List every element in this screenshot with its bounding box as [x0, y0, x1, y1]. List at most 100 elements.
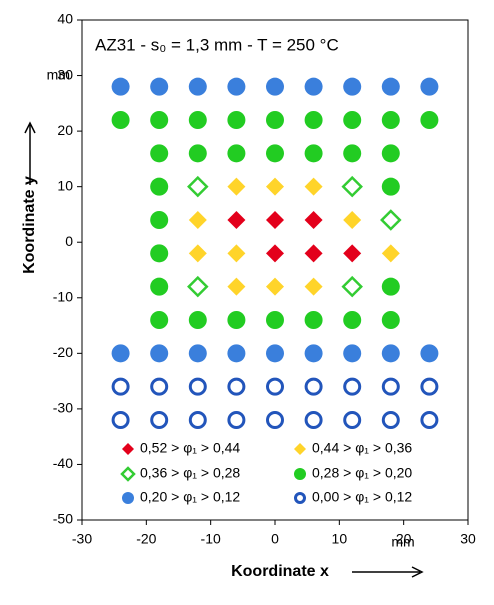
data-point — [150, 111, 169, 129]
data-point — [111, 344, 130, 363]
data-point — [304, 311, 323, 329]
data-point — [381, 344, 400, 363]
data-point — [111, 111, 130, 129]
data-point — [341, 175, 363, 198]
data-point — [187, 275, 209, 298]
chart-title: AZ31 - s₀ = 1,3 mm - T = 250 °C — [95, 35, 339, 54]
data-point — [266, 77, 284, 96]
data-point — [381, 377, 400, 396]
data-point — [188, 144, 207, 163]
data-point — [227, 111, 246, 129]
data-point — [343, 311, 362, 329]
y-tick-label: -40 — [53, 455, 73, 471]
data-point — [227, 411, 246, 429]
data-point — [266, 177, 284, 196]
data-point — [227, 177, 246, 196]
data-point — [150, 277, 169, 296]
data-point — [304, 211, 323, 229]
x-tick-label: -10 — [201, 531, 221, 547]
data-point — [227, 244, 246, 263]
legend-label: 0,36 > φ₁ > 0,28 — [140, 465, 240, 481]
data-point — [381, 77, 400, 96]
data-point — [304, 344, 323, 363]
x-tick-label: 30 — [460, 531, 476, 547]
data-point — [150, 177, 169, 196]
data-point — [188, 111, 207, 129]
data-point — [304, 411, 323, 429]
x-axis-label: Koordinate x — [231, 563, 329, 580]
data-point — [150, 211, 169, 229]
data-point — [304, 277, 323, 296]
data-point — [150, 344, 169, 363]
data-point — [227, 311, 246, 329]
data-point — [343, 411, 362, 429]
y-tick-label: 0 — [65, 233, 73, 249]
data-point — [150, 77, 169, 96]
y-tick-label: 40 — [57, 11, 73, 27]
y-tick-label: -50 — [53, 511, 73, 527]
x-arrow-head — [411, 566, 424, 578]
data-point — [304, 111, 323, 129]
data-point — [381, 277, 400, 296]
x-tick-label: -30 — [72, 531, 92, 547]
data-point — [381, 111, 400, 129]
y-axis-label: Koordinate y — [21, 176, 38, 274]
data-point — [188, 211, 207, 229]
data-point — [187, 175, 209, 198]
data-point — [227, 144, 246, 163]
data-point — [227, 211, 246, 229]
data-point — [343, 111, 362, 129]
data-point — [420, 377, 439, 396]
data-point — [266, 144, 284, 163]
data-point — [188, 344, 207, 363]
data-point — [304, 244, 323, 263]
data-point — [227, 377, 246, 396]
data-point — [111, 377, 130, 396]
data-point — [150, 311, 169, 329]
data-point — [381, 244, 400, 263]
legend-marker — [294, 468, 306, 480]
data-point — [266, 244, 284, 263]
data-point — [266, 411, 284, 429]
x-tick-label: 10 — [332, 531, 348, 547]
data-point — [266, 111, 284, 129]
legend-marker — [294, 492, 306, 504]
data-point — [266, 377, 284, 396]
data-point — [304, 177, 323, 196]
data-point — [266, 311, 284, 329]
data-point — [111, 77, 130, 96]
data-point — [343, 144, 362, 163]
y-tick-label: 30 — [57, 66, 73, 82]
data-point — [150, 144, 169, 163]
data-point — [304, 144, 323, 163]
data-point — [341, 275, 363, 298]
data-point — [420, 344, 439, 363]
data-point — [381, 144, 400, 163]
y-tick-label: 20 — [57, 122, 73, 138]
x-tick-label: 20 — [396, 531, 412, 547]
y-unit: mm — [47, 67, 70, 83]
legend-marker — [122, 443, 134, 455]
legend-label: 0,20 > φ₁ > 0,12 — [140, 489, 240, 505]
y-tick-label: -20 — [53, 344, 73, 360]
legend-label: 0,28 > φ₁ > 0,20 — [312, 465, 412, 481]
y-tick-label: -30 — [53, 400, 73, 416]
y-tick-label: -10 — [53, 288, 73, 304]
data-point — [188, 77, 207, 96]
data-point — [227, 77, 246, 96]
data-point — [343, 211, 362, 229]
legend-marker — [120, 466, 136, 482]
x-tick-label: 0 — [271, 531, 279, 547]
data-point — [150, 377, 169, 396]
data-point — [343, 77, 362, 96]
data-point — [420, 111, 439, 129]
data-point — [188, 311, 207, 329]
x-unit: mm — [391, 534, 414, 550]
data-point — [266, 277, 284, 296]
data-point — [266, 211, 284, 229]
data-point — [188, 377, 207, 396]
data-point — [343, 244, 362, 263]
legend-marker — [294, 443, 306, 455]
